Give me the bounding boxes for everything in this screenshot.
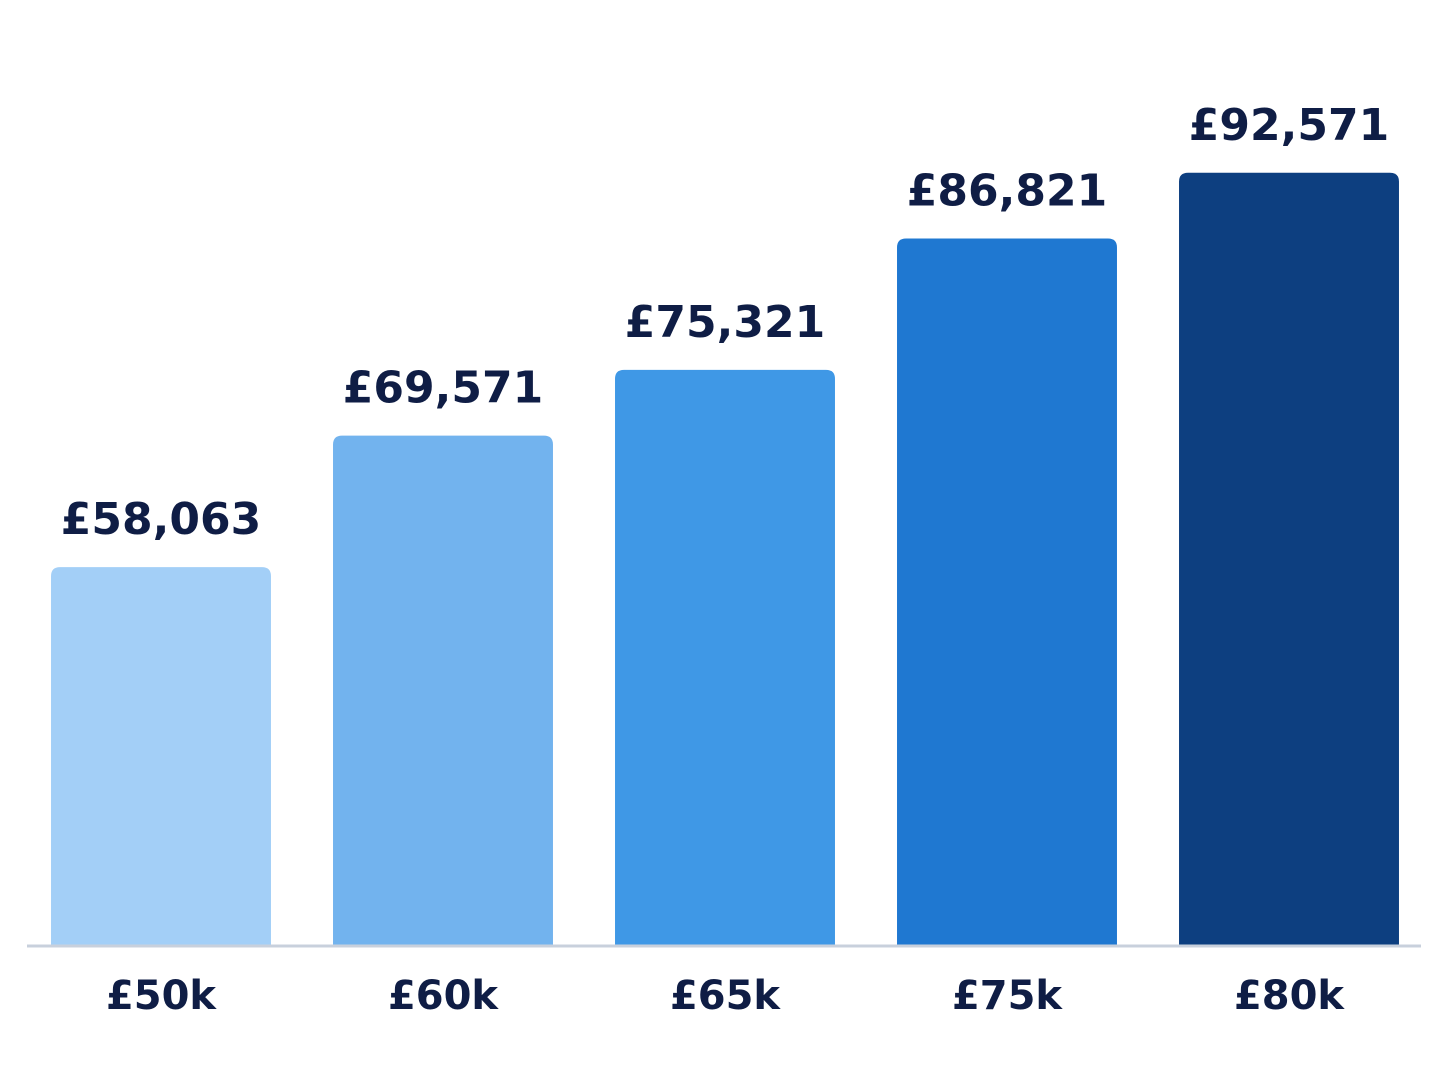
bar <box>615 369 835 946</box>
value-label: £69,571 <box>343 363 543 414</box>
bar <box>333 435 553 945</box>
x-tick-label: £50k <box>106 973 217 1019</box>
bar <box>897 238 1117 945</box>
x-tick-label: £75k <box>952 973 1063 1019</box>
value-label: £75,321 <box>625 297 825 348</box>
value-label: £86,821 <box>907 165 1107 216</box>
value-label: £92,571 <box>1189 100 1389 151</box>
x-tick-label: £80k <box>1234 973 1345 1019</box>
x-tick-label: £60k <box>388 973 499 1019</box>
x-tick-label: £65k <box>670 973 781 1019</box>
bar <box>51 567 271 945</box>
value-label: £58,063 <box>61 494 261 545</box>
bar <box>1179 172 1399 945</box>
